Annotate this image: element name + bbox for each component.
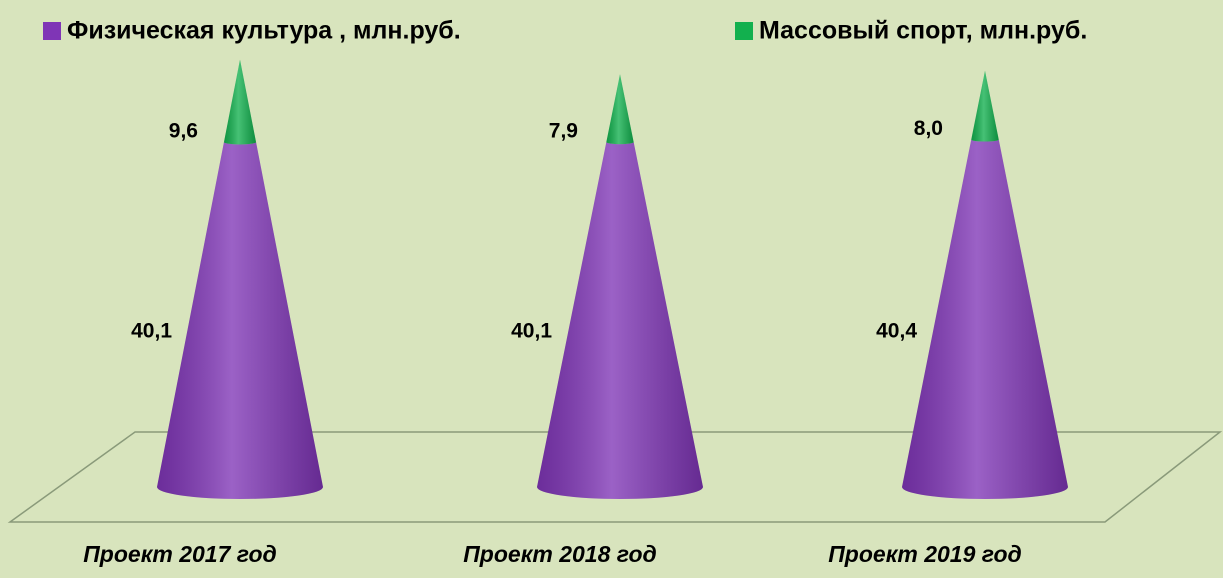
floor bbox=[7, 431, 1223, 523]
shade bbox=[902, 139, 1068, 499]
x-tick-label: Проект 2017 год bbox=[83, 541, 276, 567]
value-label: 40,1 bbox=[131, 320, 172, 343]
shade bbox=[223, 59, 257, 145]
shade bbox=[157, 142, 323, 499]
shade bbox=[606, 74, 634, 145]
value-label: 7,9 bbox=[549, 120, 578, 143]
x-tick-label: Проект 2018 год bbox=[463, 541, 656, 567]
legend-label: Физическая культура , млн.руб. bbox=[67, 17, 461, 45]
shade bbox=[537, 142, 703, 499]
value-label: 40,4 bbox=[876, 320, 917, 343]
value-label: 40,1 bbox=[511, 320, 552, 343]
shade bbox=[971, 70, 999, 142]
x-tick-label: Проект 2019 год bbox=[828, 541, 1021, 567]
legend-swatch bbox=[43, 22, 61, 40]
value-label: 8,0 bbox=[914, 117, 943, 140]
legend-label: Массовый спорт, млн.руб. bbox=[759, 17, 1087, 45]
legend-swatch bbox=[735, 22, 753, 40]
value-label: 9,6 bbox=[169, 120, 198, 143]
